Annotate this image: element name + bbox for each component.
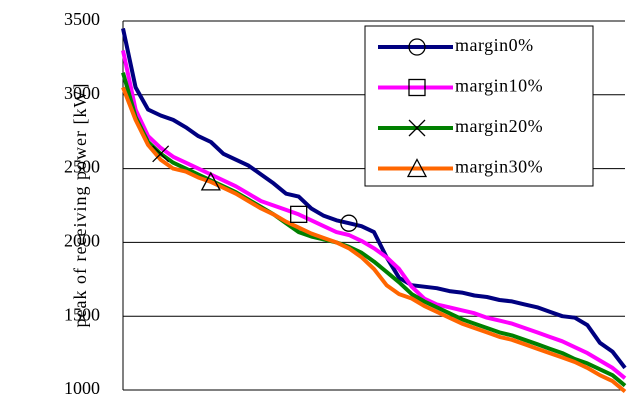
legend-marker — [406, 158, 428, 178]
series-line — [121, 50, 627, 380]
legend-marker — [408, 119, 426, 137]
series-marker — [200, 171, 221, 191]
series-marker — [290, 205, 308, 224]
y-axis-label: peak of receiving power [kW] — [70, 83, 90, 328]
y-tick-label: 1500 — [64, 304, 100, 324]
y-tick-label: 1000 — [64, 378, 100, 398]
legend-marker — [408, 38, 426, 56]
legend-label: margin30% — [455, 157, 543, 177]
series-marker — [340, 214, 358, 232]
series-marker — [152, 145, 170, 163]
legend-box — [364, 25, 594, 187]
y-tick-label: 2500 — [64, 157, 100, 177]
legend-label: margin10% — [455, 76, 543, 96]
legend-label: margin20% — [455, 116, 543, 136]
legend-label: margin0% — [455, 35, 534, 55]
y-tick-label: 2000 — [64, 231, 100, 251]
y-tick-label: 3500 — [64, 9, 100, 29]
series-line — [121, 27, 627, 370]
y-tick-label: 3000 — [64, 83, 100, 103]
legend-marker — [408, 78, 426, 97]
